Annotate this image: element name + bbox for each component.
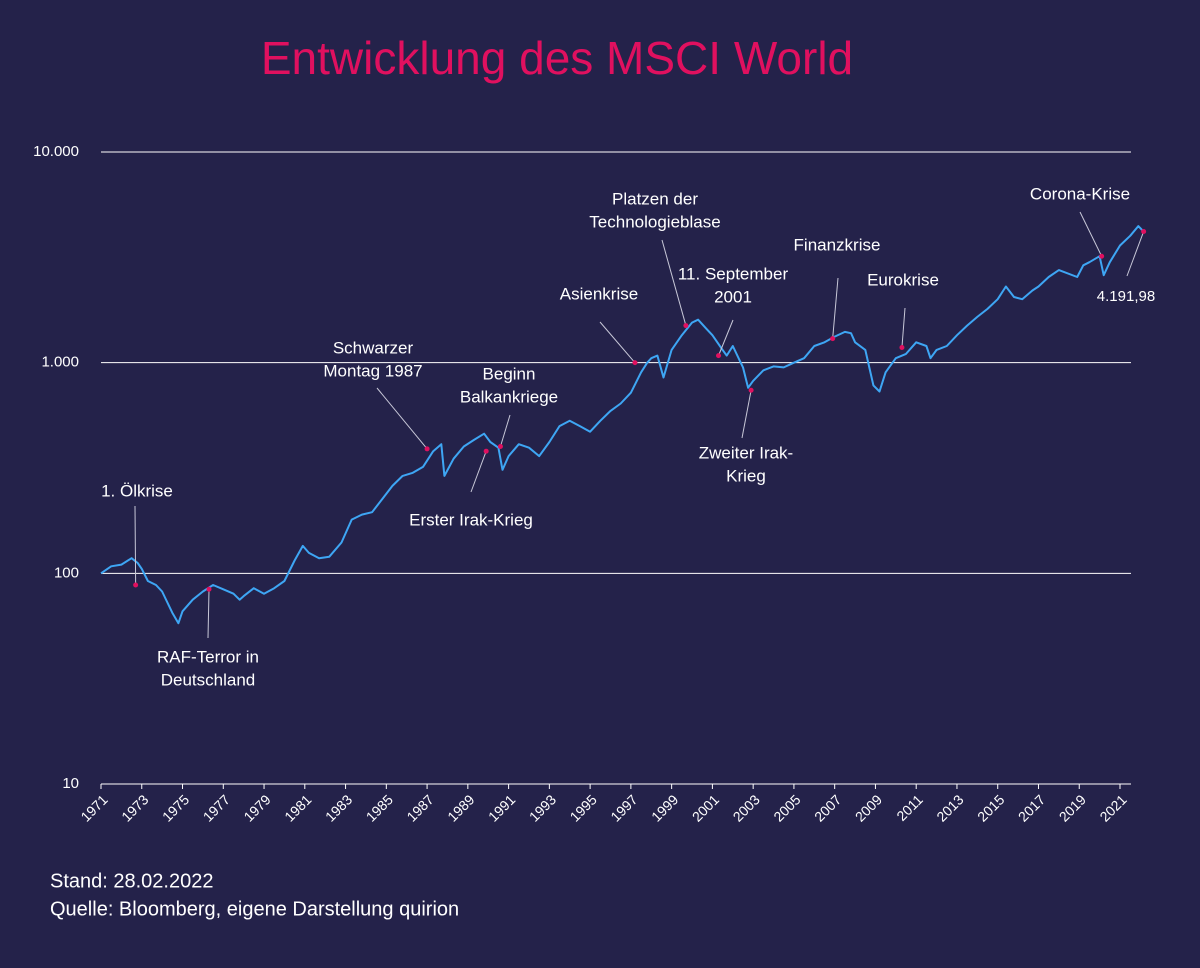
annotation-label: Asienkrise [560, 284, 638, 303]
footnote: Stand: 28.02.2022 [50, 870, 213, 892]
leader-line [134, 505, 137, 586]
leader-line [718, 319, 734, 356]
annotation-point [483, 448, 489, 454]
annotation-label: RAF-Terror in [157, 647, 259, 666]
annotation-point [748, 387, 754, 393]
annotation-label: Deutschland [161, 670, 256, 689]
annotation-point [424, 446, 430, 452]
annotation-point [716, 353, 722, 359]
annotation-point [632, 360, 638, 366]
annotation-label: Zweiter Irak- [699, 443, 793, 462]
leader-line [470, 451, 487, 493]
annotation-label: Beginn [483, 364, 536, 383]
annotation-point [206, 586, 212, 592]
annotation-label: Schwarzer [333, 338, 414, 357]
annotation-point [683, 323, 689, 329]
annotation-label: Platzen der [612, 189, 698, 208]
annotation-label: Montag 1987 [323, 361, 422, 380]
chart-title: Entwicklung des MSCI World [261, 32, 853, 84]
annotation-label: Erster Irak-Krieg [409, 510, 533, 529]
annotation-point [830, 336, 836, 342]
annotation-label: Technologieblase [589, 212, 720, 231]
leader-line [207, 589, 210, 639]
leader-line [661, 239, 687, 326]
y-tick-label: 1.000 [41, 354, 79, 371]
leader-line [499, 414, 511, 447]
annotation-label: Balkankriege [460, 387, 558, 406]
leader-line [376, 387, 428, 450]
annotation-point [497, 443, 503, 449]
annotation-point [1141, 229, 1147, 235]
leader-line [1079, 211, 1103, 257]
y-tick-label: 10.000 [33, 143, 79, 160]
annotation-label: Krieg [726, 466, 766, 485]
y-tick-label: 10 [62, 775, 79, 792]
annotation-label: 11. September [678, 264, 789, 283]
annotation-label: Corona-Krise [1030, 184, 1130, 203]
annotation-label: 4.191,98 [1097, 288, 1155, 305]
annotation-label: 2001 [714, 287, 752, 306]
annotation-label: Finanzkrise [794, 235, 881, 254]
leader-line [599, 321, 636, 363]
leader-line [1126, 231, 1145, 277]
annotation-label: 1. Ölkrise [101, 481, 173, 500]
annotation-point [899, 345, 905, 351]
y-tick-label: 100 [54, 564, 79, 581]
annotation-point [133, 582, 139, 588]
line [100, 225, 1145, 625]
leader-line [901, 307, 906, 348]
footnote: Quelle: Bloomberg, eigene Darstellung qu… [50, 898, 459, 920]
leader-line [832, 277, 839, 339]
annotation-point [1099, 253, 1105, 259]
annotation-label: Eurokrise [867, 270, 939, 289]
leader-line [741, 390, 752, 439]
